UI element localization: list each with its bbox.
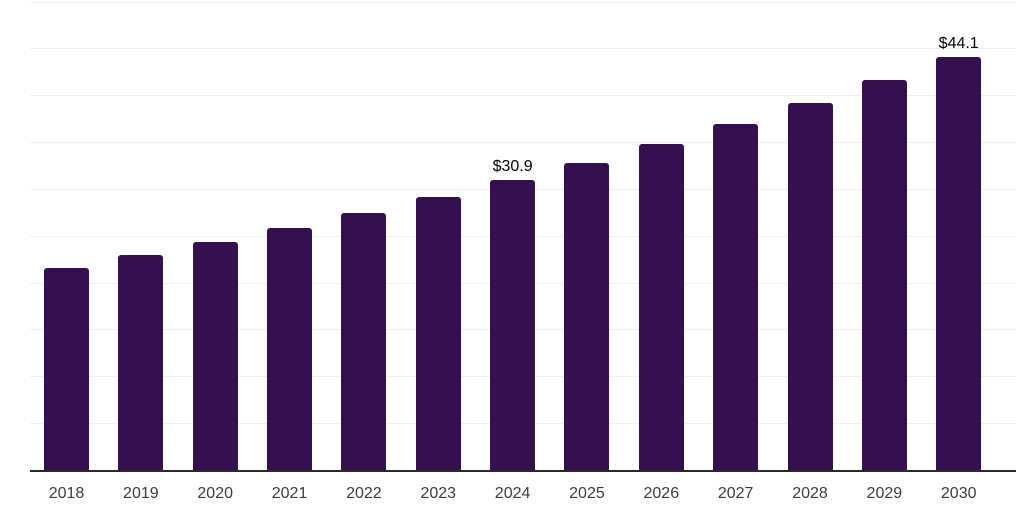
bar-2028 — [787, 102, 833, 470]
data-label-2030: $44.1 — [938, 34, 979, 52]
bar-2024 — [490, 180, 536, 470]
x-tick-label-2026: 2026 — [643, 485, 680, 502]
bar-2019 — [118, 255, 164, 470]
bar-2018 — [44, 267, 89, 470]
bar-2026 — [638, 143, 684, 470]
bar-2025 — [564, 162, 610, 470]
bar-2021 — [267, 228, 313, 470]
bar-2023 — [415, 197, 461, 470]
bar-2029 — [861, 80, 907, 470]
x-tick-label-2023: 2023 — [420, 485, 457, 502]
x-tick-label-2027: 2027 — [717, 485, 754, 502]
gridline — [30, 1, 1016, 3]
bar-2022 — [341, 213, 387, 470]
x-tick-label-2025: 2025 — [569, 485, 605, 502]
x-tick-label-2019: 2019 — [123, 485, 159, 502]
x-tick-label-2024: 2024 — [494, 485, 531, 502]
gridline — [30, 48, 1016, 50]
x-tick-label-2021: 2021 — [271, 485, 308, 502]
x-tick-label-2018: 2018 — [48, 485, 85, 502]
bar-2020 — [192, 242, 238, 470]
x-tick-label-2020: 2020 — [197, 485, 233, 502]
data-label-2024: $30.9 — [492, 158, 533, 176]
x-axis-line — [30, 470, 1016, 472]
bar-2027 — [713, 124, 759, 470]
x-tick-label-2022: 2022 — [346, 485, 382, 502]
x-tick-label-2029: 2029 — [866, 485, 903, 502]
bar-2030 — [936, 56, 982, 470]
x-tick-label-2030: 2030 — [940, 485, 977, 502]
x-tick-label-2028: 2028 — [792, 485, 828, 502]
